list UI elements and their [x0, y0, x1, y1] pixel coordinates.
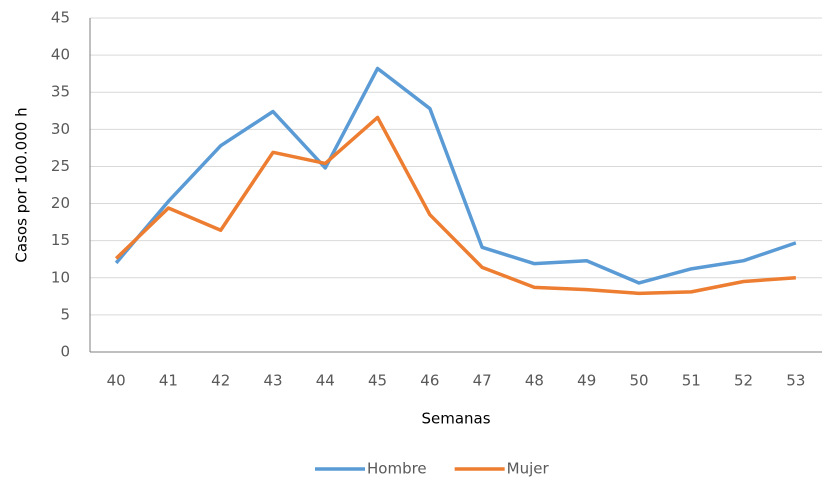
y-tick-label: 40	[51, 46, 70, 64]
y-tick-label: 5	[60, 305, 70, 323]
x-tick-label: 47	[473, 372, 492, 390]
y-tick-label: 0	[60, 343, 70, 361]
x-tick-label: 53	[786, 372, 805, 390]
y-tick-label: 45	[51, 9, 70, 27]
x-tick-label: 46	[420, 372, 439, 390]
x-axis-title: Semanas	[421, 410, 490, 428]
x-tick-label: 48	[525, 372, 544, 390]
y-axis-title: Casos por 100.000 h	[13, 107, 31, 262]
x-tick-label: 52	[734, 372, 753, 390]
y-tick-label: 20	[51, 194, 70, 212]
x-tick-label: 45	[368, 372, 387, 390]
x-tick-label: 51	[682, 372, 701, 390]
series-line	[114, 66, 797, 285]
legend-label: Hombre	[367, 460, 427, 478]
y-tick-label: 35	[51, 83, 70, 101]
y-tick-label: 25	[51, 157, 70, 175]
x-tick-label: 43	[263, 372, 282, 390]
x-tick-label: 50	[629, 372, 648, 390]
series-line	[114, 115, 796, 296]
x-tick-label: 40	[107, 372, 126, 390]
y-tick-label: 15	[51, 231, 70, 249]
y-tick-label: 10	[51, 268, 70, 286]
legend-label: Mujer	[507, 460, 550, 478]
x-tick-label: 44	[316, 372, 335, 390]
x-tick-label: 41	[159, 372, 178, 390]
x-tick-label: 42	[211, 372, 230, 390]
y-tick-label: 30	[51, 120, 70, 138]
x-tick-label: 49	[577, 372, 596, 390]
